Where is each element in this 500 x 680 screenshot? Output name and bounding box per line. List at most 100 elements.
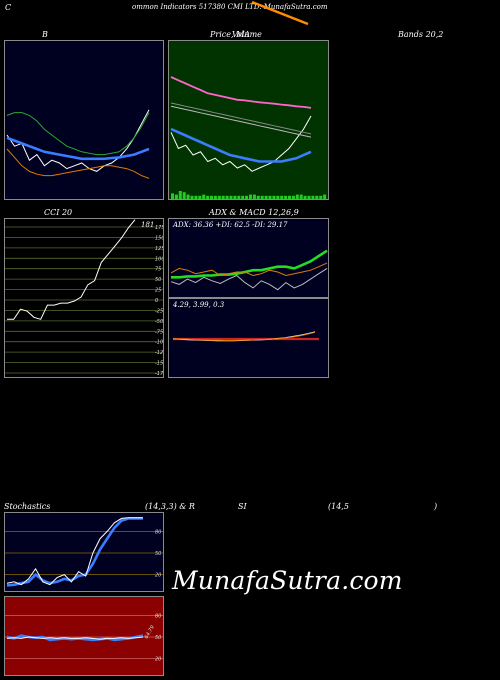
volume-bar: [315, 195, 319, 199]
title-rsi-close: ): [434, 502, 438, 511]
stochastics-chart: 80 50 20: [5, 517, 163, 587]
volume-bar: [206, 195, 210, 199]
volume-bar: [213, 195, 217, 199]
volume-bar: [225, 195, 229, 199]
price-ma-chart: [170, 76, 327, 199]
cci-tick-label: 100: [155, 256, 164, 262]
volume-bar: [276, 195, 280, 199]
title-adx-macd: ADX & MACD 12,26,9: [209, 208, 299, 217]
cci-chart: 175 150 125 100 75 50 25 0 -25 -50 -75 -100 -125 -150…: [5, 219, 164, 377]
volume-bar: [221, 195, 225, 199]
volume-bar: [217, 195, 221, 199]
price_ma-series-2: [170, 76, 312, 109]
cci-tick-label: -125: [155, 350, 164, 356]
volume-bar: [295, 194, 299, 199]
adx-panel: ADX: 36.36 +DI: 62.5 -DI: 29.17: [168, 218, 329, 298]
price_ma-series-1: [170, 127, 312, 163]
volume-bar: [186, 194, 190, 199]
adx-readout: ADX: 36.36 +DI: 62.5 -DI: 29.17: [173, 221, 288, 229]
cci-tick-label: -150: [155, 361, 164, 367]
cci-tick-label: 75: [155, 267, 161, 273]
volume-bar: [245, 195, 249, 199]
bollinger-series-3: [6, 148, 150, 179]
header-orange-swoosh: [251, 0, 309, 26]
price_ma-series-3: [170, 105, 312, 138]
watermark: MunafaSutra.com: [172, 566, 403, 595]
cci-series-0: [7, 219, 136, 320]
volume-bar: [268, 195, 272, 199]
cci-panel: 175 150 125 100 75 50 25 0 -25 -50 -75 -100 -125 -150…: [4, 218, 164, 378]
title-volume-overlay: Volume: [232, 30, 262, 39]
volume-bar: [272, 195, 276, 199]
header-c: C: [5, 3, 12, 12]
volume-bar: [260, 195, 264, 199]
volume-bar: [299, 194, 303, 199]
volume-bar: [264, 195, 268, 199]
cci-tick-label: 0: [155, 298, 158, 304]
cci-tick-label: 50: [155, 277, 161, 283]
volume-bar: [198, 195, 202, 199]
volume-bar: [323, 194, 327, 199]
cci-tick-label: 175: [155, 225, 164, 231]
adx-series-2: [170, 267, 328, 291]
title-rsi-params: (14,5: [328, 502, 349, 511]
macd-series-1: [172, 331, 316, 341]
rsi-tick-label: 50: [155, 635, 161, 641]
cci-tick-label: 150: [155, 235, 164, 241]
rsi-tick-label: 20: [155, 657, 161, 663]
volume-bar: [288, 195, 291, 199]
adx-series-1: [170, 262, 328, 277]
cci-tick-label: 125: [155, 246, 164, 252]
title-bands: Bands 20,2: [398, 30, 444, 39]
volume-bar: [229, 195, 233, 199]
macd-chart: [172, 331, 319, 342]
cci-value-label: 181: [141, 221, 155, 229]
title-stochastics: Stochastics: [4, 502, 51, 511]
volume-bar: [210, 195, 213, 199]
title-rsi: SI: [238, 502, 247, 511]
stochastics-series-0: [6, 517, 143, 587]
bollinger-series-2: [6, 112, 150, 156]
volume-bar: [237, 195, 241, 199]
volume-bar: [291, 195, 295, 199]
title-stoch-params: (14,3,3) & R: [145, 502, 195, 511]
volume-bar: [174, 194, 178, 199]
volume-bar: [178, 191, 182, 199]
volume-bar: [280, 195, 284, 199]
volume-bar: [256, 195, 260, 199]
price-ma-panel: [168, 40, 329, 200]
volume-bar: [241, 195, 245, 199]
cci-tick-label: -25: [155, 308, 163, 314]
cci-tick-label: -50: [155, 319, 163, 325]
volume-bar: [249, 194, 252, 199]
title-cci: CCI 20: [44, 208, 73, 217]
adx-chart: [170, 249, 328, 291]
volume-bar: [284, 195, 288, 199]
volume-bar: [307, 195, 311, 199]
bollinger-chart: [6, 109, 150, 179]
bollinger-series-0: [6, 109, 150, 172]
volume-bar: [233, 195, 237, 199]
bollinger-series-1: [6, 136, 150, 161]
stochastics-series-1: [6, 517, 143, 586]
rsi-tick-label: 80: [155, 613, 161, 619]
volume-bar: [182, 192, 186, 199]
volume-bar: [319, 195, 323, 199]
title-price-ma: Price, MA: [210, 30, 251, 39]
volume-bar: [311, 195, 315, 199]
cci-tick-label: -100: [155, 340, 164, 346]
price_ma-series-0: [170, 115, 312, 172]
macd-panel: 4.29, 3.99, 0.3: [168, 298, 329, 378]
adx-series-0: [171, 249, 328, 279]
macd-readout: 4.29, 3.99, 0.3: [173, 301, 225, 309]
volume-bar: [190, 195, 194, 199]
header-title: ommon Indicators 517380 CMI LTD. MunafaS…: [132, 3, 328, 11]
bollinger-panel: [4, 40, 164, 200]
rsi-series-1: [6, 636, 144, 640]
cci-tick-label: -75: [155, 329, 163, 335]
volume-bar: [303, 195, 307, 199]
cci-tick-label: -175: [155, 371, 164, 377]
stochastics-panel: 80 50 20: [4, 512, 164, 592]
